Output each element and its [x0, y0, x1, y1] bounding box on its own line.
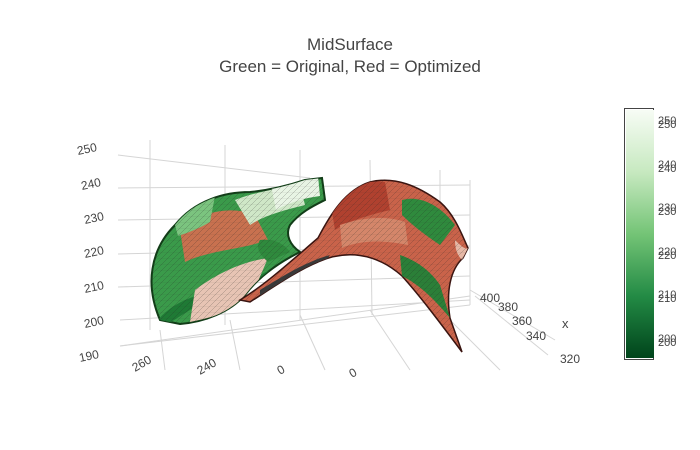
- x-tick-label: 360: [512, 314, 532, 328]
- chart-subtitle: Green = Original, Red = Optimized: [219, 57, 481, 76]
- z-tick-label: 240: [80, 175, 103, 193]
- y-tick-label: 0: [347, 365, 360, 381]
- y-tick-label: 240: [195, 355, 220, 377]
- chart-title: MidSurface: [307, 35, 393, 54]
- colorbar-tick-label: 250: [658, 119, 677, 132]
- colorbar-tick-label: 220: [658, 245, 677, 258]
- x-tick-label: 380: [498, 300, 518, 314]
- y-axis-ticks: 260 240 0 0: [130, 352, 360, 380]
- z-tick-label: 230: [83, 209, 106, 227]
- z-tick-label: 200: [83, 313, 106, 331]
- x-axis-label: x: [562, 316, 569, 331]
- z-tick-label: 250: [76, 140, 99, 158]
- z-tick-label: 220: [83, 243, 106, 261]
- z-tick-label: 210: [83, 278, 106, 296]
- colorbar-tick-label: 210: [658, 293, 677, 306]
- z-tick-label: 190: [78, 347, 101, 365]
- colorbar-tick-label: 210: [658, 289, 677, 302]
- z-axis-ticks: 250 240 230 220 210 200 190: [76, 140, 106, 365]
- colorbar: [624, 108, 654, 360]
- colorbar-tick-label: 220: [658, 249, 677, 262]
- y-tick-label: 0: [275, 362, 288, 378]
- x-tick-label: 320: [560, 352, 580, 366]
- colorbar-tick-label: 250: [658, 115, 677, 128]
- x-tick-label: 400: [480, 291, 500, 305]
- colorbar-tick-label: 200: [658, 336, 677, 349]
- colorbar-gradient: [626, 110, 654, 358]
- colorbar-tick-label: 200: [658, 332, 677, 345]
- colorbar-tick-label: 230: [658, 206, 677, 219]
- chart-title-block: MidSurface Green = Original, Red = Optim…: [0, 34, 700, 78]
- x-tick-label: 340: [526, 329, 546, 343]
- colorbar-tick-label: 240: [658, 162, 677, 175]
- colorbar-tick-label: 240: [658, 158, 677, 171]
- colorbar-tick-label: 230: [658, 202, 677, 215]
- y-tick-label: 260: [130, 352, 155, 374]
